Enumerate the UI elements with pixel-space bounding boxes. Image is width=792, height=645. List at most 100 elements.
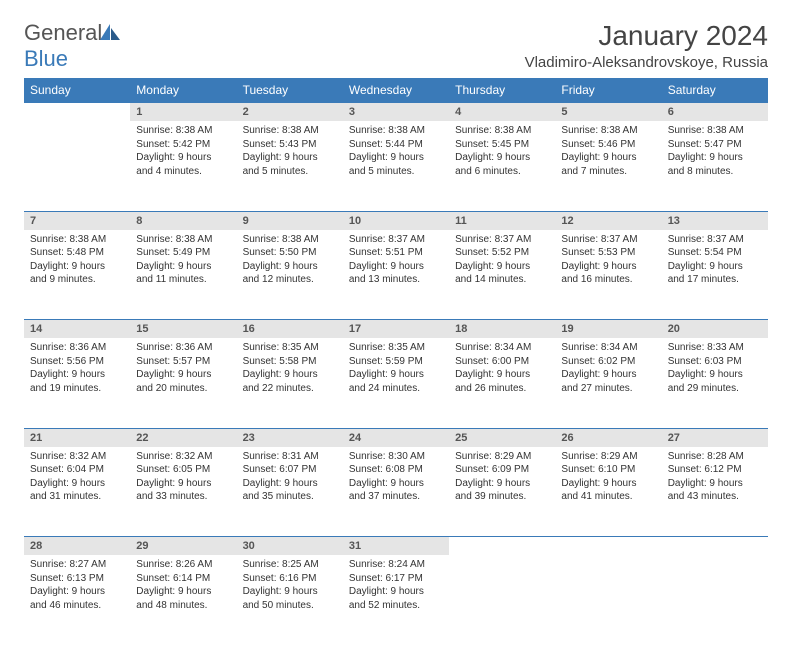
day-detail-cell: Sunrise: 8:34 AMSunset: 6:02 PMDaylight:…: [555, 338, 661, 428]
daylight-text: Daylight: 9 hours and 5 minutes.: [349, 151, 443, 178]
detail-row: Sunrise: 8:36 AMSunset: 5:56 PMDaylight:…: [24, 338, 768, 428]
detail-row: Sunrise: 8:32 AM Sunset: 6:04 PM Daylight:…: [24, 447, 768, 537]
daylight-text: Daylight: 9 hours and 35 minutes.: [243, 477, 337, 504]
day-detail-cell: Sunrise: 8:37 AMSunset: 5:54 PMDaylight:…: [662, 230, 768, 320]
day-number-cell: 30: [237, 537, 343, 556]
daylight-text: Daylight: 9 hours and 8 minutes.: [668, 151, 762, 178]
sunrise-text: Sunrise: 8:37 AM: [349, 233, 443, 247]
sunset-text: Sunset: 6:12 PM: [668, 463, 762, 477]
day-number-cell: 4: [449, 103, 555, 122]
sunset-text: Sunset: 6:04 PM: [30, 463, 124, 477]
day-detail-cell: Sunrise: 8:35 AMSunset: 5:59 PMDaylight:…: [343, 338, 449, 428]
daylight-text: Daylight: 9 hours and 39 minutes.: [455, 477, 549, 504]
day-detail-cell: Sunrise: 8:28 AMSunset: 6:12 PMDaylight:…: [662, 447, 768, 537]
daylight-text: Daylight: 9 hours and 4 minutes.: [136, 151, 230, 178]
day-number-cell: 24: [343, 428, 449, 447]
day-detail-cell: Sunrise: 8:26 AMSunset: 6:14 PMDaylight:…: [130, 555, 236, 645]
daynum-row: 78910111213: [24, 211, 768, 230]
sunset-text: Sunset: 6:05 PM: [136, 463, 230, 477]
sail-icon: [100, 24, 120, 40]
day-number-cell: 3: [343, 103, 449, 122]
day-detail-cell: Sunrise: 8:38 AMSunset: 5:43 PMDaylight:…: [237, 121, 343, 211]
daylight-text: Daylight: 9 hours and 48 minutes.: [136, 585, 230, 612]
daynum-row: 14151617181920: [24, 320, 768, 339]
weekday-header: Friday: [555, 78, 661, 103]
sunset-text: Sunset: 6:08 PM: [349, 463, 443, 477]
sunrise-text: Sunrise: 8:25 AM: [243, 558, 337, 572]
day-number-cell: 29: [130, 537, 236, 556]
sunrise-text: Sunrise: 8:35 AM: [349, 341, 443, 355]
brand-text: GeneralBlue: [24, 20, 120, 72]
day-detail-cell: [449, 555, 555, 645]
sunset-text: Sunset: 6:17 PM: [349, 572, 443, 586]
day-detail-cell: Sunrise: 8:37 AMSunset: 5:53 PMDaylight:…: [555, 230, 661, 320]
sunset-text: Sunset: 5:52 PM: [455, 246, 549, 260]
sunrise-text: Sunrise: 8:30 AM: [349, 450, 443, 464]
day-detail-cell: Sunrise: 8:38 AMSunset: 5:50 PMDaylight:…: [237, 230, 343, 320]
sunrise-text: Sunrise: 8:38 AM: [30, 233, 124, 247]
detail-row: Sunrise: 8:38 AMSunset: 5:48 PMDaylight:…: [24, 230, 768, 320]
daynum-row: 28293031: [24, 537, 768, 556]
day-number-cell: 28: [24, 537, 130, 556]
day-number-cell: [555, 537, 661, 556]
day-number-cell: 26: [555, 428, 661, 447]
sunset-text: Sunset: 5:58 PM: [243, 355, 337, 369]
daylight-text: Daylight: 9 hours and 14 minutes.: [455, 260, 549, 287]
day-number-cell: [24, 103, 130, 122]
day-detail-cell: Sunrise: 8:29 AMSunset: 6:09 PMDaylight:…: [449, 447, 555, 537]
sunrise-text: Sunrise: 8:24 AM: [349, 558, 443, 572]
day-number-cell: 1: [130, 103, 236, 122]
daylight-text: Daylight: 9 hours and 37 minutes.: [349, 477, 443, 504]
sunset-text: Sunset: 5:46 PM: [561, 138, 655, 152]
daylight-text: Daylight: 9 hours and 6 minutes.: [455, 151, 549, 178]
sunset-text: Sunset: 6:03 PM: [668, 355, 762, 369]
daynum-row: 123456: [24, 103, 768, 122]
sunset-text: Sunset: 6:09 PM: [455, 463, 549, 477]
sunset-text: Sunset: 5:54 PM: [668, 246, 762, 260]
sunrise-text: Sunrise: 8:36 AM: [30, 341, 124, 355]
daylight-text: Daylight: 9 hours and 5 minutes.: [243, 151, 337, 178]
day-number-cell: 2: [237, 103, 343, 122]
sunrise-text: Sunrise: 8:28 AM: [668, 450, 762, 464]
sunset-text: Sunset: 5:48 PM: [30, 246, 124, 260]
day-detail-cell: Sunrise: 8:30 AMSunset: 6:08 PMDaylight:…: [343, 447, 449, 537]
sunrise-text: Sunrise: 8:38 AM: [136, 233, 230, 247]
sunrise-text: Sunrise: 8:35 AM: [243, 341, 337, 355]
sunrise-text: Sunrise: 8:38 AM: [561, 124, 655, 138]
sunrise-text: Sunrise: 8:37 AM: [668, 233, 762, 247]
detail-row: Sunrise: 8:27 AMSunset: 6:13 PMDaylight:…: [24, 555, 768, 645]
sunrise-text: Sunrise: 8:32 AM: [136, 450, 230, 464]
day-detail-cell: Sunrise: 8:24 AMSunset: 6:17 PMDaylight:…: [343, 555, 449, 645]
daylight-text: Daylight: 9 hours and 43 minutes.: [668, 477, 762, 504]
sunset-text: Sunset: 5:43 PM: [243, 138, 337, 152]
day-number-cell: 22: [130, 428, 236, 447]
sunrise-text: Sunrise: 8:38 AM: [243, 233, 337, 247]
daylight-text: Daylight: 9 hours and 22 minutes.: [243, 368, 337, 395]
day-number-cell: 25: [449, 428, 555, 447]
day-number-cell: 20: [662, 320, 768, 339]
day-number-cell: 6: [662, 103, 768, 122]
daylight-text: Daylight: 9 hours and 7 minutes.: [561, 151, 655, 178]
sunrise-text: Sunrise: 8:38 AM: [455, 124, 549, 138]
sunrise-text: Sunrise: 8:27 AM: [30, 558, 124, 572]
day-detail-cell: Sunrise: 8:31 AMSunset: 6:07 PMDaylight:…: [237, 447, 343, 537]
day-detail-cell: Sunrise: 8:34 AMSunset: 6:00 PMDaylight:…: [449, 338, 555, 428]
sunrise-text: Sunrise: 8:38 AM: [243, 124, 337, 138]
day-detail-cell: Sunrise: 8:36 AMSunset: 5:57 PMDaylight:…: [130, 338, 236, 428]
sunrise-text: Sunrise: 8:36 AM: [136, 341, 230, 355]
day-number-cell: 5: [555, 103, 661, 122]
day-detail-cell: Sunrise: 8:33 AMSunset: 6:03 PMDaylight:…: [662, 338, 768, 428]
brand-part2: Blue: [24, 46, 68, 71]
daylight-text: Daylight: 9 hours and 11 minutes.: [136, 260, 230, 287]
day-detail-cell: Sunrise: 8:32 AMSunset: 6:04 PMDaylight:…: [24, 447, 130, 537]
day-detail-cell: Sunrise: 8:38 AMSunset: 5:42 PMDaylight:…: [130, 121, 236, 211]
day-detail-cell: Sunrise: 8:38 AMSunset: 5:48 PMDaylight:…: [24, 230, 130, 320]
sunset-text: Sunset: 6:02 PM: [561, 355, 655, 369]
weekday-header-row: SundayMondayTuesdayWednesdayThursdayFrid…: [24, 78, 768, 103]
sunset-text: Sunset: 5:51 PM: [349, 246, 443, 260]
brand-logo: GeneralBlue: [24, 20, 120, 72]
detail-row: Sunrise: 8:38 AMSunset: 5:42 PMDaylight:…: [24, 121, 768, 211]
day-detail-cell: Sunrise: 8:36 AMSunset: 5:56 PMDaylight:…: [24, 338, 130, 428]
daylight-text: Daylight: 9 hours and 24 minutes.: [349, 368, 443, 395]
sunset-text: Sunset: 6:10 PM: [561, 463, 655, 477]
